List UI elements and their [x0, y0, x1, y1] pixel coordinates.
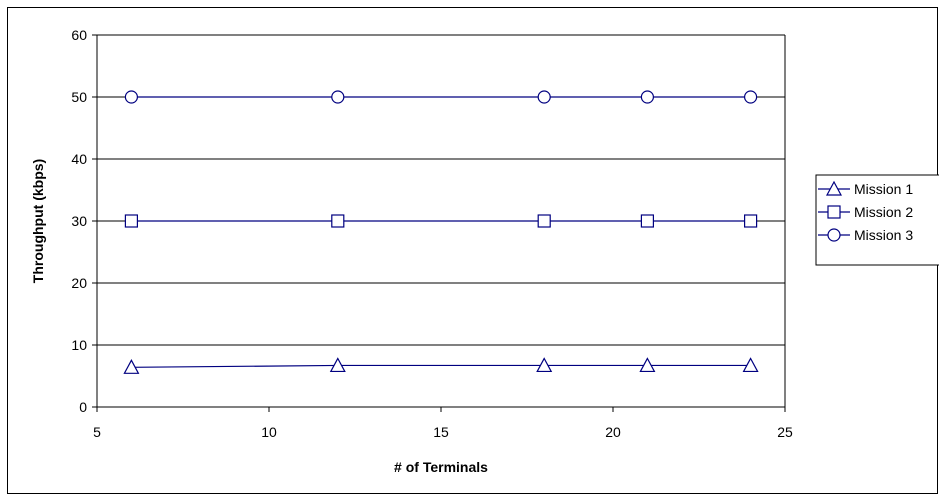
series-square — [124, 214, 758, 228]
legend-marker-triangle — [825, 180, 843, 196]
data-point-triangle — [742, 357, 759, 373]
series-circle — [124, 90, 758, 104]
series-triangle — [123, 357, 759, 374]
data-point-triangle — [329, 357, 346, 373]
axes: 0 10 20 30 40 50 60 5 10 15 20 25 — [71, 27, 793, 440]
legend-marker-circle — [827, 228, 841, 242]
data-point-square — [640, 214, 655, 228]
y-tick-label: 60 — [71, 27, 87, 43]
line-chart: 0 10 20 30 40 50 60 5 10 15 20 25 # of Terminals Th… — [30, 27, 939, 475]
y-tick-label: 50 — [71, 89, 87, 105]
x-tick-label: 20 — [605, 424, 621, 440]
y-tick-label: 0 — [79, 399, 87, 415]
series-line — [131, 364, 751, 368]
data-point-circle — [124, 90, 139, 104]
data-point-triangle — [536, 357, 553, 373]
legend: Mission 1 Mission 2 Mission 3 — [815, 174, 939, 266]
x-axis-title: # of Terminals — [394, 459, 488, 475]
y-tick-label: 10 — [71, 337, 87, 353]
legend-label: Mission 1 — [854, 181, 913, 197]
x-tick-label: 15 — [433, 424, 449, 440]
data-point-square — [124, 214, 139, 228]
data-point-triangle — [639, 357, 656, 373]
legend-item: Mission 2 — [818, 204, 913, 220]
x-tick-label: 10 — [261, 424, 277, 440]
y-tick-label: 20 — [71, 275, 87, 291]
legend-item: Mission 1 — [818, 180, 913, 197]
data-point-circle — [537, 90, 551, 104]
data-point-square — [537, 214, 551, 228]
legend-label: Mission 2 — [854, 204, 913, 220]
chart-frame: 0 10 20 30 40 50 60 5 10 15 20 25 # of Terminals Th… — [7, 7, 939, 494]
y-tick-label: 40 — [71, 151, 87, 167]
data-point-triangle — [123, 359, 140, 374]
data-point-square — [743, 214, 758, 228]
data-point-circle — [743, 90, 758, 104]
x-tick-label: 5 — [93, 424, 101, 440]
legend-label: Mission 3 — [854, 227, 913, 243]
data-point-circle — [331, 90, 345, 104]
series-layer — [123, 90, 759, 374]
legend-item: Mission 3 — [818, 227, 913, 243]
data-point-circle — [640, 90, 655, 104]
x-tick-label: 25 — [777, 424, 793, 440]
y-axis-title: Throughput (kbps) — [30, 159, 46, 283]
legend-marker-square — [827, 205, 841, 219]
y-tick-label: 30 — [71, 213, 87, 229]
data-point-square — [331, 214, 345, 228]
